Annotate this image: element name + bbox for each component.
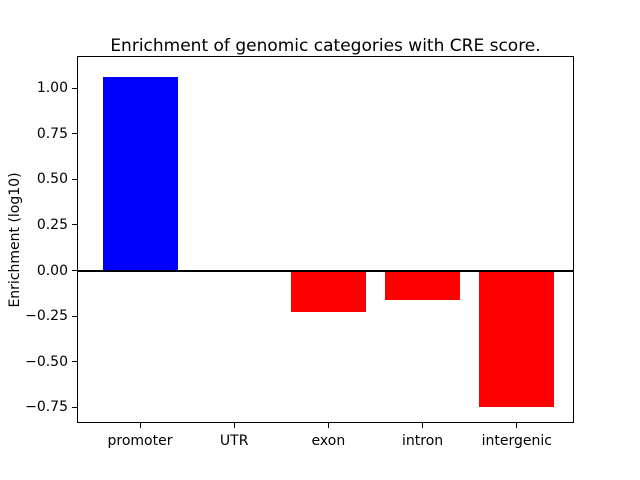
y-tick-label: 0.50 <box>36 171 68 188</box>
x-tick-mark <box>327 423 329 428</box>
plot-area <box>77 56 574 423</box>
y-tick-label: 0.00 <box>36 262 68 279</box>
y-tick-mark <box>72 270 77 272</box>
y-tick-label: 0.25 <box>36 216 68 233</box>
x-tick-label-promoter: promoter <box>107 433 173 449</box>
chart-title: Enrichment of genomic categories with CR… <box>110 36 541 56</box>
bar-exon <box>290 270 366 313</box>
y-tick-label: 1.00 <box>36 80 68 97</box>
x-tick-label-intron: intron <box>402 433 444 449</box>
y-axis-label: Enrichment (log10) <box>7 172 23 308</box>
x-tick-mark <box>422 423 424 428</box>
y-tick-mark <box>72 178 77 180</box>
y-tick-mark <box>72 315 77 317</box>
x-tick-label-exon: exon <box>311 433 346 449</box>
y-tick-label: −0.75 <box>25 399 68 416</box>
y-tick-mark <box>72 133 77 135</box>
bar-intergenic <box>479 270 555 408</box>
x-tick-label-intergenic: intergenic <box>481 433 552 449</box>
bar-promoter <box>102 77 178 272</box>
y-tick-mark <box>72 361 77 363</box>
x-tick-mark <box>139 423 141 428</box>
bar-intron <box>385 270 461 300</box>
x-tick-mark <box>516 423 518 428</box>
x-tick-mark <box>233 423 235 428</box>
zero-line <box>78 269 573 272</box>
y-tick-mark <box>72 406 77 408</box>
x-tick-label-UTR: UTR <box>219 433 249 449</box>
y-tick-label: 0.75 <box>36 125 68 142</box>
y-tick-mark <box>72 224 77 226</box>
y-tick-label: −0.25 <box>25 308 68 325</box>
y-tick-mark <box>72 87 77 89</box>
y-tick-label: −0.50 <box>25 353 68 370</box>
